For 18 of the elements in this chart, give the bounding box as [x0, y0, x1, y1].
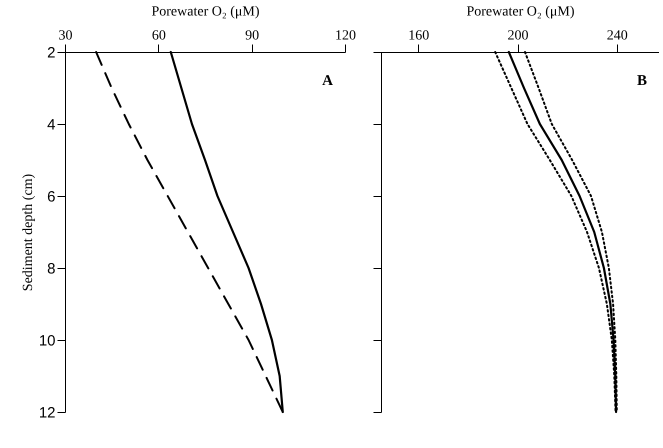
- annotation: B: [636, 73, 647, 89]
- x-axis-title: Porewater O₂ (μM): [466, 4, 575, 20]
- y-axis-title: Sediment depth (cm): [20, 173, 36, 292]
- y-tick-label: 12: [38, 404, 56, 422]
- y-tick-label: 6: [47, 188, 56, 206]
- y-tick-label: 10: [38, 332, 56, 350]
- x-tick-label: 200: [508, 28, 529, 44]
- y-tick-label: 2: [47, 44, 56, 62]
- y-tick-label: 8: [47, 260, 56, 278]
- x-tick-label: 120: [335, 28, 356, 44]
- x-axis-title: Porewater O₂ (μM): [151, 4, 260, 20]
- y-tick-label: 4: [47, 116, 56, 134]
- x-tick-label: 60: [152, 28, 166, 44]
- x-tick-label: 30: [58, 28, 72, 44]
- annotation: A: [322, 73, 334, 89]
- x-tick-label: 90: [245, 28, 260, 44]
- x-tick-label: 160: [408, 28, 430, 44]
- x-tick-label: 240: [606, 28, 628, 44]
